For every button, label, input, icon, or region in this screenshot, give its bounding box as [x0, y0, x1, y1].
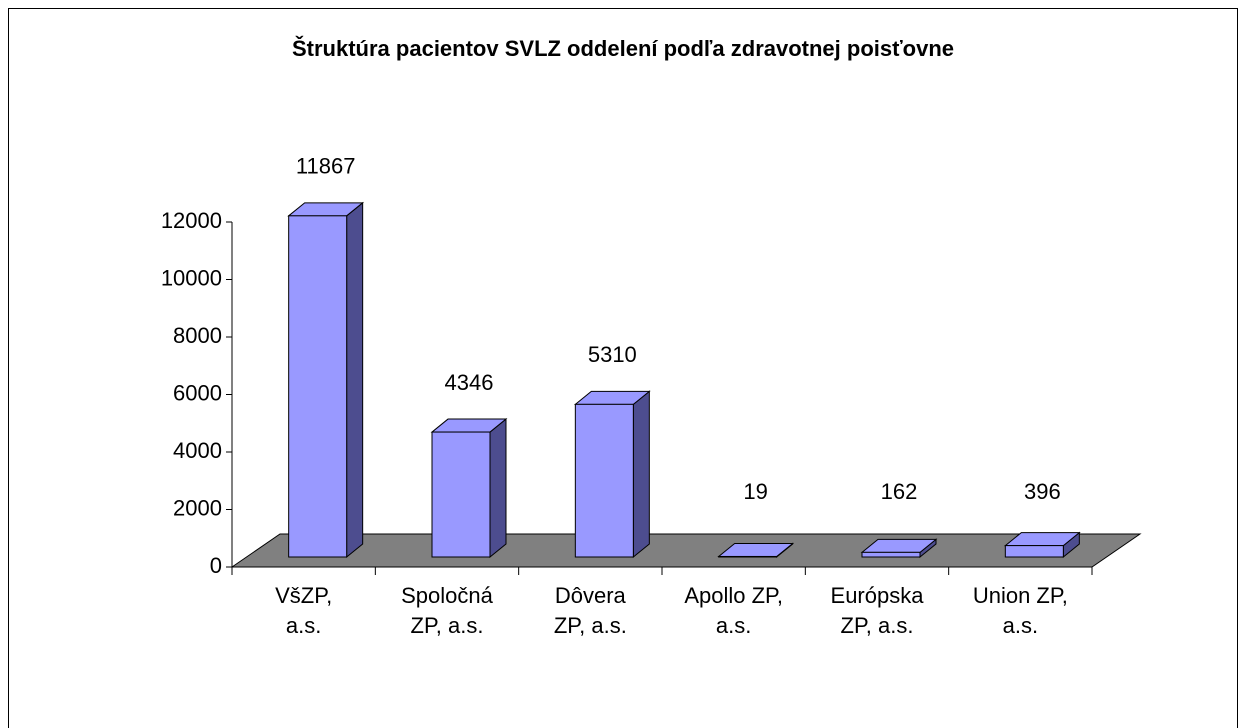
bar — [574, 403, 634, 558]
y-tick-label: 6000 — [173, 380, 222, 405]
y-tick-label: 12000 — [161, 208, 222, 233]
chart-title: Štruktúra pacientov SVLZ oddelení podľa … — [292, 36, 954, 61]
value-label: 19 — [743, 479, 767, 504]
value-label: 11867 — [296, 154, 356, 179]
bar-side — [346, 201, 364, 559]
x-tick-label: Spoločná ZP, a.s. — [401, 583, 493, 638]
bar — [431, 431, 491, 558]
floor — [230, 533, 1142, 568]
x-tick-label: Dôvera ZP, a.s. — [553, 583, 627, 638]
y-tick-label: 2000 — [173, 495, 222, 520]
bar — [718, 555, 778, 558]
bar-side — [632, 390, 650, 559]
x-tick-label: Union ZP, a.s. — [972, 583, 1068, 638]
x-tick-label: Európska ZP, a.s. — [830, 583, 924, 638]
value-label: 396 — [1024, 479, 1061, 504]
x-tick-label: Apollo ZP, a.s. — [684, 583, 783, 638]
value-label: 4346 — [445, 370, 494, 395]
y-tick-label: 8000 — [173, 323, 222, 348]
value-label: 162 — [881, 479, 918, 504]
bar — [1004, 545, 1064, 558]
chart-border — [8, 8, 1238, 728]
bar-side — [489, 418, 507, 559]
y-tick-label: 0 — [210, 553, 222, 578]
bar — [288, 215, 348, 558]
y-tick-label: 4000 — [173, 438, 222, 463]
x-tick-label: VšZP, a.s. — [275, 583, 333, 638]
bar — [861, 551, 921, 558]
value-label: 5310 — [588, 342, 637, 367]
y-tick-label: 10000 — [161, 265, 222, 290]
